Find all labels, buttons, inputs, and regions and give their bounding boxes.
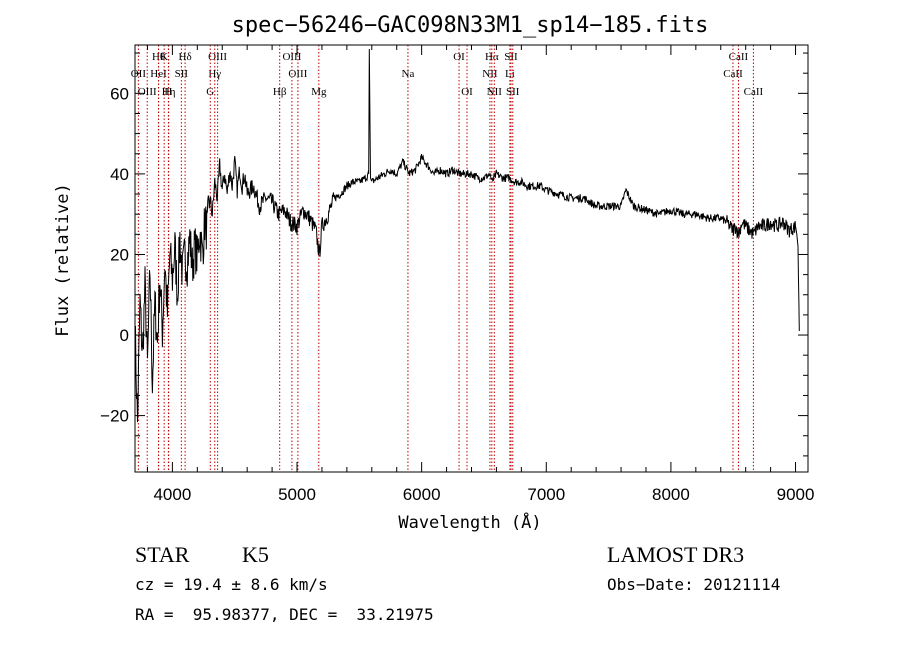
spectral-line-label: OII (131, 68, 147, 80)
spectral-line-label: HeI (150, 68, 167, 80)
spectral-line-label: SII (506, 86, 520, 98)
x-tick-label: 4000 (153, 485, 191, 504)
star-class: STAR (135, 542, 190, 567)
x-axis-label: Wavelength (Å) (398, 511, 541, 533)
x-tick-label: 6000 (403, 485, 441, 504)
spectral-line-label: CaII (729, 51, 749, 63)
x-tick-label: 9000 (777, 485, 815, 504)
y-tick-label: 20 (110, 245, 129, 264)
spectral-line-label: OI (461, 86, 473, 98)
spectral-line-label: CaII (744, 86, 764, 98)
redshift-cz: cz = 19.4 ± 8.6 km/s (135, 575, 328, 594)
spectral-line-label: OIII (282, 51, 301, 63)
spectral-line-label: Hα (485, 51, 499, 63)
spectral-line-label: SII (504, 51, 518, 63)
spectral-line-label: OIII (138, 86, 157, 98)
y-tick-label: 60 (110, 84, 129, 103)
ra-dec: RA = 95.98377, DEC = 33.21975 (135, 605, 434, 624)
spectral-line-label: NII (487, 86, 503, 98)
x-tick-label: 7000 (527, 485, 565, 504)
survey-name: LAMOST DR3 (607, 542, 744, 567)
spectral-line-label: Hγ (208, 68, 221, 80)
spectral-line-label: Na (402, 68, 415, 80)
x-tick-label: 5000 (278, 485, 316, 504)
spectral-line-label: Li (505, 68, 515, 80)
spectral-line-label: OIII (208, 51, 227, 63)
spectral-line-label: NII (482, 68, 498, 80)
spectral-line-label: H (164, 86, 172, 98)
spectrum-series-line (134, 48, 800, 423)
plot-frame (134, 44, 809, 473)
spectral-line-label: K (160, 51, 168, 63)
series-layer (134, 48, 800, 423)
spectral-line-label: SII (175, 68, 189, 80)
spectral-line-label: Hδ (179, 51, 192, 63)
chart-title: spec−56246−GAC098N33M1_sp14−185.fits (232, 13, 709, 38)
star-subclass: K5 (242, 542, 269, 567)
y-tick-label: 0 (120, 326, 129, 345)
obs-date: Obs−Date: 20121114 (607, 575, 780, 594)
spectral-line-label: Mg (311, 86, 327, 98)
spectral-line-label: CaII (723, 68, 743, 80)
spectral-line-label: OI (453, 51, 465, 63)
axis-ticks-layer: 4000 5000 6000 7000 8000 9000 −20 0 20 40 60 (100, 45, 814, 504)
spectral-line-label: G (206, 86, 214, 98)
spectral-line-label: OIII (288, 68, 307, 80)
spectral-line-label: Hβ (273, 86, 287, 98)
y-tick-label: 40 (110, 165, 129, 184)
y-tick-label: −20 (100, 407, 129, 426)
x-tick-label: 8000 (652, 485, 690, 504)
y-axis-label: Flux (relative) (53, 183, 73, 337)
